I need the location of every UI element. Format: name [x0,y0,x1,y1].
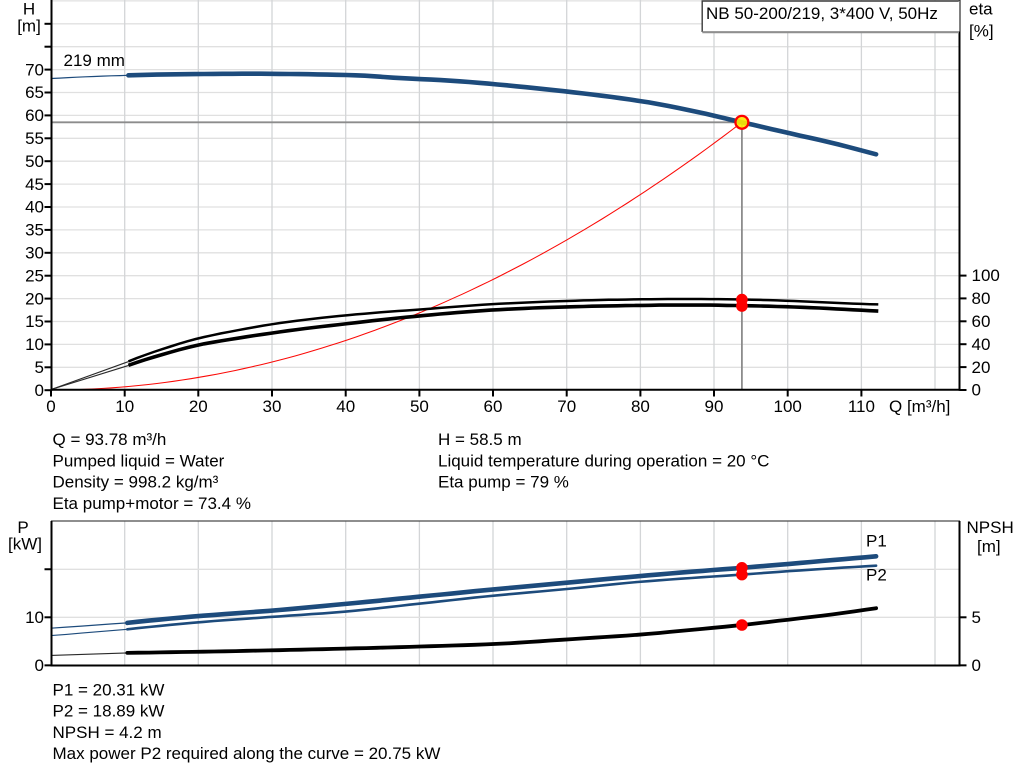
svg-text:Q [m³/h]: Q [m³/h] [889,397,950,416]
svg-text:40: 40 [972,335,991,354]
svg-text:Eta pump+motor = 73.4 %: Eta pump+motor = 73.4 % [53,494,251,513]
svg-text:0: 0 [972,656,981,675]
svg-text:15: 15 [25,312,44,331]
svg-text:0: 0 [46,397,55,416]
svg-text:5: 5 [35,358,44,377]
svg-text:P2: P2 [866,566,887,585]
svg-text:25: 25 [25,266,44,285]
svg-text:40: 40 [25,198,44,217]
svg-text:P: P [17,518,28,537]
svg-text:P1: P1 [866,532,887,551]
svg-text:0: 0 [35,656,44,675]
svg-text:65: 65 [25,83,44,102]
svg-text:Eta pump = 79 %: Eta pump = 79 % [438,473,569,492]
svg-text:60: 60 [972,312,991,331]
svg-text:P2 = 18.89 kW: P2 = 18.89 kW [53,702,165,721]
svg-text:Q = 93.78 m³/h: Q = 93.78 m³/h [53,430,167,449]
svg-text:NB 50-200/219, 3*400 V, 50Hz: NB 50-200/219, 3*400 V, 50Hz [706,4,938,23]
svg-text:eta: eta [969,0,993,19]
svg-text:110: 110 [848,397,875,416]
svg-text:Liquid temperature during oper: Liquid temperature during operation = 20… [438,451,769,470]
svg-text:[%]: [%] [969,22,994,41]
svg-text:60: 60 [484,397,503,416]
svg-text:NPSH = 4.2 m: NPSH = 4.2 m [53,723,162,742]
svg-text:70: 70 [25,60,44,79]
svg-text:45: 45 [25,175,44,194]
svg-text:100: 100 [972,266,1000,285]
svg-text:40: 40 [336,397,355,416]
svg-text:70: 70 [557,397,576,416]
svg-text:20: 20 [972,358,991,377]
svg-text:[m]: [m] [17,17,41,36]
svg-text:5: 5 [972,608,981,627]
svg-text:35: 35 [25,221,44,240]
svg-text:90: 90 [705,397,724,416]
svg-text:0: 0 [972,381,981,400]
svg-text:20: 20 [189,397,208,416]
svg-text:219 mm: 219 mm [64,51,125,70]
svg-text:Density = 998.2 kg/m³: Density = 998.2 kg/m³ [53,473,219,492]
svg-text:100: 100 [774,397,802,416]
svg-text:0: 0 [35,381,44,400]
svg-text:30: 30 [25,244,44,263]
svg-text:55: 55 [25,129,44,148]
svg-text:P1 = 20.31 kW: P1 = 20.31 kW [53,680,165,699]
svg-text:NPSH: NPSH [967,518,1014,537]
svg-text:10: 10 [115,397,134,416]
svg-text:H = 58.5 m: H = 58.5 m [438,430,522,449]
svg-text:50: 50 [410,397,429,416]
svg-text:50: 50 [25,152,44,171]
svg-text:20: 20 [25,289,44,308]
svg-text:H: H [23,0,35,19]
svg-text:Max power P2 required along th: Max power P2 required along the curve = … [53,744,441,763]
svg-text:80: 80 [972,289,991,308]
svg-text:80: 80 [631,397,650,416]
svg-text:10: 10 [25,335,44,354]
svg-text:Pumped liquid = Water: Pumped liquid = Water [53,451,225,470]
svg-text:30: 30 [263,397,282,416]
svg-text:[m]: [m] [977,537,1001,556]
svg-text:10: 10 [25,608,44,627]
svg-text:60: 60 [25,106,44,125]
svg-text:[kW]: [kW] [8,535,42,554]
